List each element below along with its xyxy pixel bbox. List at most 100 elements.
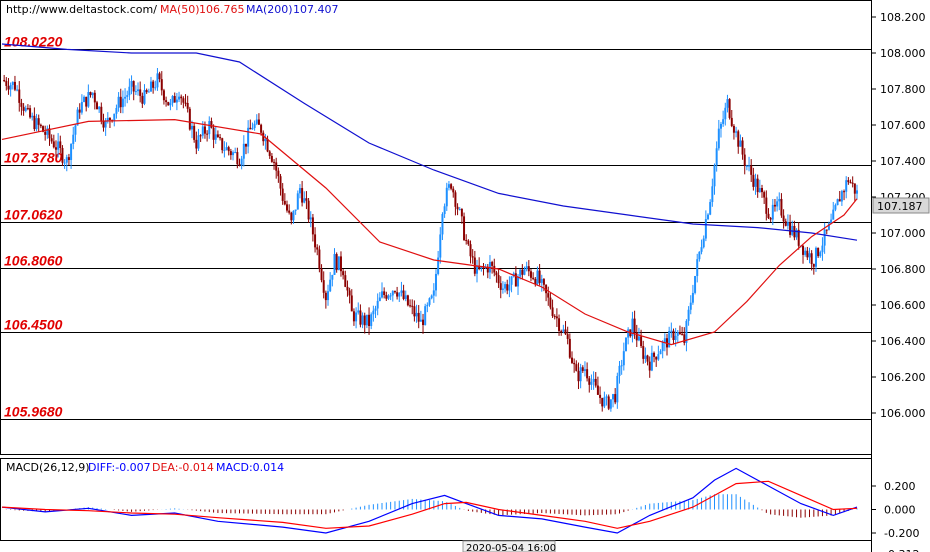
candle-body (586, 369, 589, 379)
candle-body (301, 188, 304, 203)
candle-body (614, 394, 617, 403)
candle-body (93, 92, 96, 103)
candle-body (339, 256, 342, 272)
level-label-5: 105.9680 (4, 404, 63, 420)
candle-body (402, 290, 405, 299)
candle-body (346, 286, 349, 291)
candle-body (443, 206, 446, 215)
candle-body (704, 219, 707, 239)
candle-body (514, 273, 517, 287)
candle-body (758, 188, 761, 193)
candle-body (741, 140, 744, 155)
candle-body (653, 352, 656, 357)
candle-body (726, 99, 729, 108)
candle-body (847, 180, 850, 183)
candle-body (424, 306, 427, 326)
candle-body (335, 254, 338, 271)
candle-body (31, 115, 34, 118)
candle-body (37, 118, 40, 125)
candle-body (20, 102, 23, 107)
candle-body (737, 131, 740, 147)
candle-body (221, 138, 224, 151)
candle-body (59, 141, 62, 148)
candle-body (216, 134, 219, 138)
candle-body (568, 338, 571, 358)
candle-body (519, 269, 522, 277)
candle-body (63, 162, 66, 164)
candle-body (376, 300, 379, 309)
candle-body (26, 108, 29, 110)
macd-tick-label: 0.000 (884, 504, 916, 517)
candle-body (257, 119, 260, 125)
candle-body (119, 96, 122, 108)
candle-body (391, 291, 394, 296)
candle-body (149, 81, 152, 92)
candle-body (506, 284, 509, 291)
candle-body (538, 270, 541, 283)
candle-body (70, 143, 73, 160)
candle-body (309, 217, 312, 220)
candle-body (843, 191, 846, 193)
candle-body (355, 312, 358, 322)
candle-body (601, 397, 604, 407)
candle-body (814, 247, 817, 267)
candle-body (551, 307, 554, 316)
price-tick-label: 107.800 (880, 83, 926, 96)
candle-body (180, 96, 183, 99)
candle-body (46, 128, 49, 135)
candle-body (145, 90, 148, 93)
candle-body (730, 117, 733, 126)
candle-body (255, 119, 258, 124)
candle-body (264, 138, 267, 142)
candle-body (279, 176, 282, 189)
candle-body (739, 140, 742, 147)
candle-body (320, 268, 323, 281)
candle-body (683, 334, 686, 343)
candle-body (834, 205, 837, 210)
source-url[interactable]: http://www.deltastock.com/ (6, 3, 157, 16)
candle-body (327, 291, 330, 301)
candle-body (404, 295, 407, 299)
candle-body (242, 143, 245, 159)
candle-body (396, 292, 399, 297)
price-tick-label: 107.600 (880, 119, 926, 132)
level-label-4: 106.4500 (4, 317, 63, 333)
candle-body (588, 378, 591, 385)
candle-body (54, 147, 57, 150)
candle-body (812, 264, 815, 267)
candle-body (480, 266, 483, 269)
candle-body (616, 375, 619, 403)
candle-body (13, 81, 16, 90)
candle-body (147, 91, 150, 93)
candle-body (303, 198, 306, 203)
candle-body (668, 330, 671, 348)
candle-body (540, 279, 543, 283)
candle-body (452, 188, 455, 193)
candle-body (784, 221, 787, 226)
candle-body (33, 115, 36, 130)
macd-dea-value: DEA:-0.014 (152, 461, 214, 474)
candle-body (11, 81, 14, 86)
candle-body (406, 295, 409, 306)
candle-body (823, 229, 826, 246)
candle-body (322, 280, 325, 293)
candle-body (754, 178, 757, 187)
candle-body (29, 108, 32, 118)
candle-body (76, 109, 79, 126)
candle-body (124, 96, 127, 99)
candle-body (24, 108, 27, 111)
candle-body (640, 336, 643, 347)
candle-body (458, 208, 461, 210)
candle-body (717, 128, 720, 149)
candle-body (501, 288, 504, 290)
candle-body (808, 253, 811, 258)
candle-body (830, 219, 833, 224)
price-tick-label: 106.400 (880, 335, 926, 348)
candle-body (249, 127, 252, 130)
candle-body (115, 107, 118, 114)
candle-body (789, 222, 792, 235)
ma200-value: 107.407 (293, 3, 339, 16)
candle-body (836, 199, 839, 206)
candle-body (631, 318, 634, 337)
